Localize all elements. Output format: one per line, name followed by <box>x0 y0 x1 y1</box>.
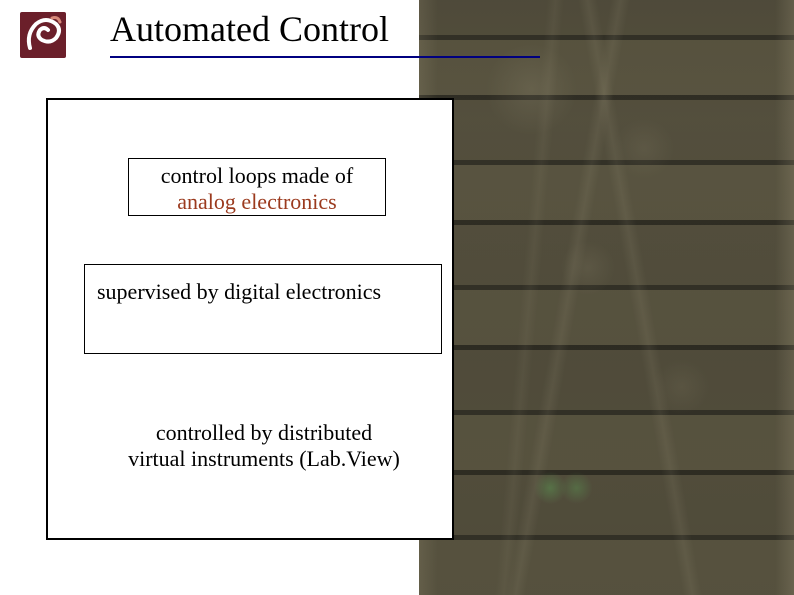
box3-line2: virtual instruments (Lab.View) <box>104 446 424 472</box>
equipment-rack-photo <box>419 0 794 595</box>
box-supervised: supervised by digital electronics <box>84 264 442 354</box>
box2-text: supervised by digital electronics <box>97 279 381 304</box>
slide-title: Automated Control <box>110 8 389 50</box>
title-underline <box>110 56 540 58</box>
box-controlled: controlled by distributed virtual instru… <box>104 420 424 473</box>
box1-line1: control loops made of <box>129 163 385 189</box>
logo-icon <box>16 8 70 62</box>
box-control-loops: control loops made of analog electronics <box>128 158 386 216</box>
box1-line2: analog electronics <box>129 189 385 215</box>
box3-line1: controlled by distributed <box>104 420 424 446</box>
